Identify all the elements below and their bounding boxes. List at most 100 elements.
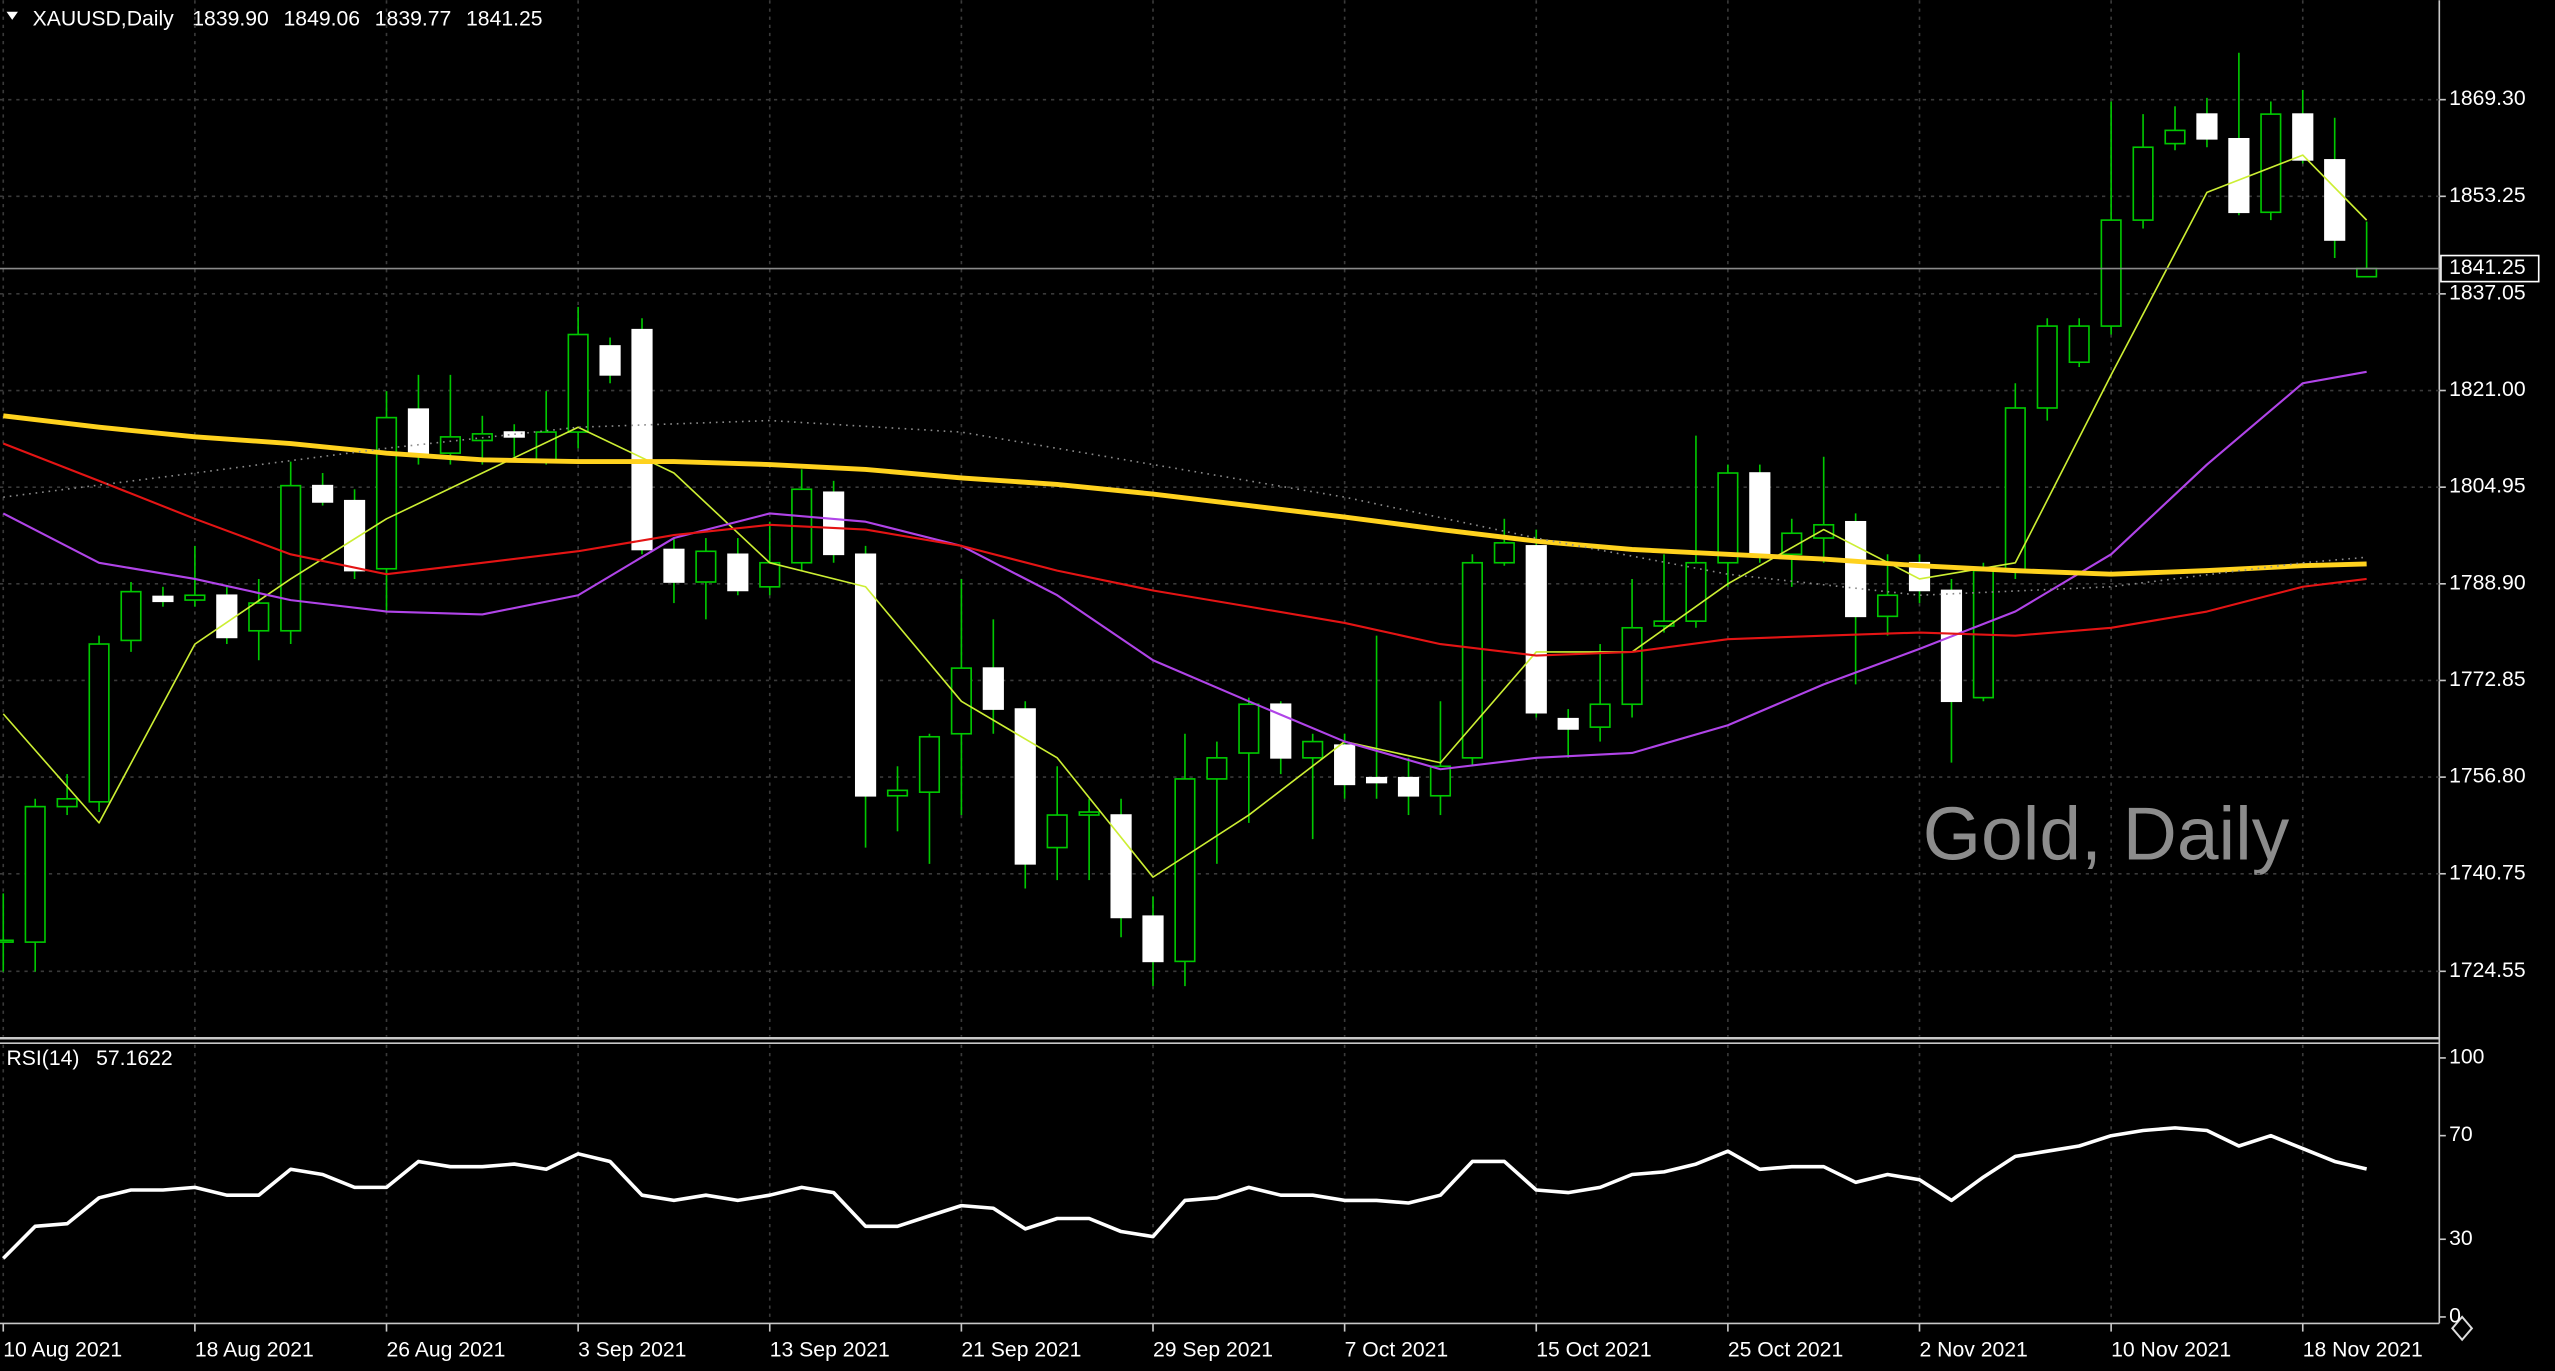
x-tick-label: 2 Nov 2021 bbox=[1920, 1339, 2028, 1362]
x-tick-label: 21 Sep 2021 bbox=[961, 1339, 1081, 1362]
candle-body bbox=[152, 595, 174, 603]
rsi-value: 57.1622 bbox=[96, 1047, 173, 1070]
y-tick-label: 100 bbox=[2449, 1046, 2484, 1069]
x-tick-label: 26 Aug 2021 bbox=[387, 1339, 506, 1362]
watermark: Gold, Daily bbox=[1923, 791, 2290, 875]
candle-body bbox=[56, 797, 78, 808]
candle-body bbox=[280, 484, 302, 632]
candle-body bbox=[727, 553, 749, 592]
candle-body bbox=[1206, 757, 1228, 780]
candle-body bbox=[1557, 717, 1579, 730]
y-tick-label: 1853.25 bbox=[2449, 184, 2526, 207]
candle-body bbox=[759, 561, 781, 588]
rsi-pane: 100 70 30 0 bbox=[1, 1046, 2484, 1328]
candle-body bbox=[1365, 776, 1388, 784]
y-tick-label: 1756.80 bbox=[2449, 765, 2526, 788]
candle-body bbox=[695, 550, 717, 583]
rsi-line bbox=[1, 1126, 2368, 1260]
chart-title: XAUUSD,Daily bbox=[33, 7, 175, 30]
candle-body bbox=[663, 548, 685, 583]
x-tick-label: 10 Nov 2021 bbox=[2111, 1339, 2231, 1362]
candle-body bbox=[2356, 267, 2378, 278]
candle-body bbox=[24, 805, 46, 943]
candle-body bbox=[248, 602, 270, 632]
candle-body bbox=[631, 328, 653, 551]
candle-body bbox=[1845, 520, 1867, 618]
moving-average bbox=[3, 419, 2367, 597]
candle-body bbox=[439, 436, 461, 454]
candle-body bbox=[503, 431, 525, 438]
quote-open: 1839.90 bbox=[192, 7, 269, 30]
candle-body bbox=[1302, 740, 1324, 759]
x-tick-label: 7 Oct 2021 bbox=[1345, 1339, 1449, 1362]
candle-body bbox=[88, 643, 110, 803]
candle-body bbox=[1334, 744, 1356, 786]
candle-body bbox=[2164, 129, 2186, 145]
y-tick-label: 1837.05 bbox=[2449, 281, 2526, 304]
y-tick-label: 1788.90 bbox=[2449, 571, 2526, 594]
candle-body bbox=[2036, 325, 2058, 409]
x-tick-label: 13 Sep 2021 bbox=[770, 1339, 890, 1362]
candle-body bbox=[1781, 532, 1803, 556]
y-tick-label: 1740.75 bbox=[2449, 861, 2526, 884]
y-tick-label: 1772.85 bbox=[2449, 668, 2526, 691]
candle-body bbox=[2132, 146, 2154, 221]
candle-body bbox=[184, 594, 206, 601]
candle-body bbox=[0, 939, 14, 943]
candle-body bbox=[1238, 703, 1260, 754]
logo bbox=[2451, 1315, 2474, 1342]
candle-body bbox=[407, 408, 430, 456]
y-tick-label: 1869.30 bbox=[2449, 87, 2526, 110]
moving-average bbox=[2, 154, 2368, 878]
candle-body bbox=[1653, 620, 1675, 627]
candle-body bbox=[1397, 776, 1420, 797]
candle-body bbox=[854, 553, 877, 797]
x-tick-label: 18 Nov 2021 bbox=[2303, 1339, 2423, 1362]
quote-close: 1841.25 bbox=[466, 7, 543, 30]
candle-body bbox=[2004, 407, 2026, 572]
candle-body bbox=[1046, 814, 1068, 849]
moving-average bbox=[2, 413, 2367, 577]
candle-body bbox=[2196, 113, 2218, 140]
candle-body bbox=[1110, 814, 1132, 919]
moving-average bbox=[2, 370, 2367, 771]
candle-body bbox=[343, 499, 366, 572]
current-price-label: 1841.25 bbox=[2449, 256, 2526, 279]
candle-body bbox=[2100, 219, 2122, 327]
y-tick-label: 0 bbox=[2449, 1305, 2461, 1328]
candle-body bbox=[1749, 472, 1771, 556]
x-tick-label: 3 Sep 2021 bbox=[578, 1339, 686, 1362]
y-tick-label: 70 bbox=[2449, 1123, 2473, 1146]
candle-body bbox=[1142, 915, 1164, 963]
candle-body bbox=[823, 491, 845, 556]
quote-low: 1839.77 bbox=[375, 7, 452, 30]
x-tick-label: 29 Sep 2021 bbox=[1153, 1339, 1273, 1362]
candle-body bbox=[1014, 708, 1036, 865]
y-tick-label: 30 bbox=[2449, 1227, 2473, 1250]
x-tick-label: 18 Aug 2021 bbox=[195, 1339, 314, 1362]
candle-body bbox=[120, 590, 142, 642]
candle-body bbox=[312, 484, 334, 503]
candle-body bbox=[1589, 703, 1611, 728]
menu-triangle bbox=[6, 11, 18, 20]
candle-body bbox=[1876, 594, 1899, 618]
candle-body bbox=[2292, 113, 2314, 161]
candle-body bbox=[1813, 523, 1835, 539]
candle-body bbox=[216, 594, 238, 639]
candle-body bbox=[886, 789, 909, 797]
candle-body bbox=[1174, 778, 1196, 963]
candle-body bbox=[1685, 561, 1707, 622]
candle-body bbox=[2068, 325, 2090, 364]
candle-body bbox=[2228, 137, 2250, 214]
candle-body bbox=[982, 667, 1004, 710]
y-tick-label: 1724.55 bbox=[2449, 959, 2526, 982]
x-tick-label: 10 Aug 2021 bbox=[3, 1339, 122, 1362]
candle-body bbox=[567, 333, 589, 433]
y-tick-label: 1804.95 bbox=[2449, 475, 2526, 498]
rsi-title: RSI(14) bbox=[7, 1047, 80, 1070]
candle-body bbox=[375, 416, 398, 570]
candle-body bbox=[2260, 113, 2282, 214]
